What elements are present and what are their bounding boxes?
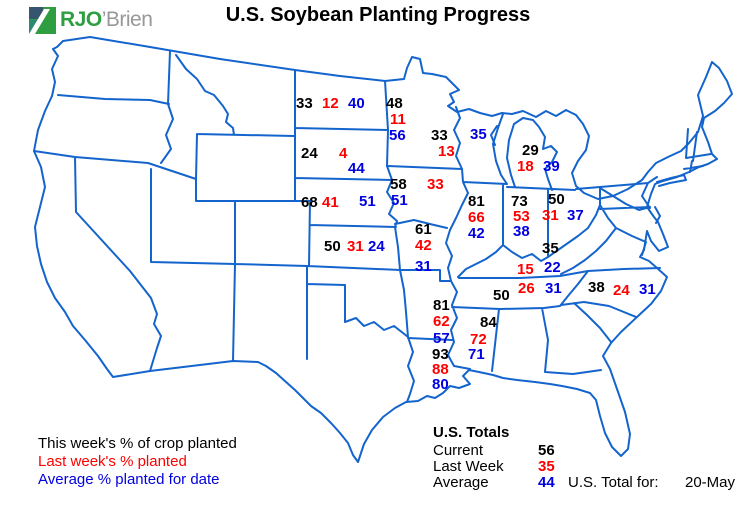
totals-last-week-value: 35 <box>538 458 555 475</box>
totals-total-for-label: U.S. Total for: <box>568 474 659 491</box>
state-value-average: 71 <box>468 346 485 363</box>
state-value-last_week: 62 <box>433 313 450 330</box>
state-value-current: 81 <box>433 297 450 314</box>
totals-heading: U.S. Totals <box>433 424 510 441</box>
state-value-current: 50 <box>548 191 565 208</box>
state-value-last_week: 15 <box>517 261 534 278</box>
state-value-average: 31 <box>415 258 432 275</box>
state-value-current: 68 <box>301 194 318 211</box>
state-value-average: 57 <box>433 330 450 347</box>
state-value-last_week: 42 <box>415 237 432 254</box>
totals-average-label: Average <box>433 474 489 491</box>
legend-average-label: Average % planted for date <box>38 471 220 488</box>
state-value-last_week: 72 <box>470 331 487 348</box>
state-value-last_week: 88 <box>432 361 449 378</box>
state-value-last_week: 12 <box>322 95 339 112</box>
state-value-current: 48 <box>386 95 403 112</box>
state-value-current: 29 <box>522 142 539 159</box>
state-value-average: 35 <box>470 126 487 143</box>
state-value-current: 73 <box>511 193 528 210</box>
state-value-average: 31 <box>545 280 562 297</box>
state-value-last_week: 31 <box>542 207 559 224</box>
state-value-last_week: 53 <box>513 208 530 225</box>
state-value-current: 84 <box>480 314 497 331</box>
state-value-last_week: 33 <box>427 176 444 193</box>
state-value-average: 39 <box>543 158 560 175</box>
state-value-current: 93 <box>432 346 449 363</box>
state-value-last_week: 11 <box>390 111 406 128</box>
rjobrien-logo: RJO’Brien <box>29 5 153 35</box>
state-value-average: 51 <box>359 193 376 210</box>
state-value-average: 80 <box>432 376 449 393</box>
state-value-last_week: 41 <box>322 194 339 211</box>
state-value-current: 38 <box>588 279 605 296</box>
totals-date: 20-May <box>685 474 736 491</box>
state-borders <box>33 50 712 403</box>
state-value-average: 42 <box>468 225 485 242</box>
state-value-current: 33 <box>296 95 313 112</box>
state-value-current: 33 <box>431 127 448 144</box>
state-value-last_week: 4 <box>339 145 348 162</box>
totals-current-label: Current <box>433 442 484 459</box>
page-title: U.S. Soybean Planting Progress <box>225 4 531 26</box>
state-value-average: 56 <box>389 127 406 144</box>
legend-current-label: This week's % of crop planted <box>38 435 237 452</box>
state-value-current: 81 <box>468 193 485 210</box>
totals-average-value: 44 <box>538 474 555 491</box>
state-value-last_week: 66 <box>468 209 485 226</box>
logo-wordmark: RJO’Brien <box>60 8 153 32</box>
state-value-average: 22 <box>544 259 561 276</box>
state-value-current: 58 <box>390 176 407 193</box>
logo-rjo-text: RJO <box>60 8 102 31</box>
state-value-average: 24 <box>368 238 385 255</box>
rjobrien-logo-icon <box>29 6 56 34</box>
state-value-average: 44 <box>348 160 365 177</box>
state-value-current: 50 <box>324 238 341 255</box>
state-value-current: 24 <box>301 145 318 162</box>
state-value-last_week: 31 <box>347 238 364 255</box>
state-value-current: 61 <box>415 221 432 238</box>
state-value-current: 50 <box>493 287 510 304</box>
state-value-last_week: 18 <box>517 158 534 175</box>
state-value-average: 37 <box>567 207 584 224</box>
state-value-average: 31 <box>639 281 656 298</box>
totals-current-value: 56 <box>538 442 555 459</box>
state-value-average: 51 <box>391 192 408 209</box>
state-value-last_week: 26 <box>518 280 535 297</box>
state-value-current: 35 <box>542 240 559 257</box>
totals-last-week-label: Last Week <box>433 458 504 475</box>
state-value-average: 40 <box>348 95 365 112</box>
state-value-average: 38 <box>513 223 530 240</box>
state-value-last_week: 13 <box>438 143 455 160</box>
logo-brien-text: ’Brien <box>101 8 153 31</box>
legend-last-week-label: Last week's % planted <box>38 453 187 470</box>
state-value-last_week: 24 <box>613 282 630 299</box>
us-outline <box>33 36 733 463</box>
